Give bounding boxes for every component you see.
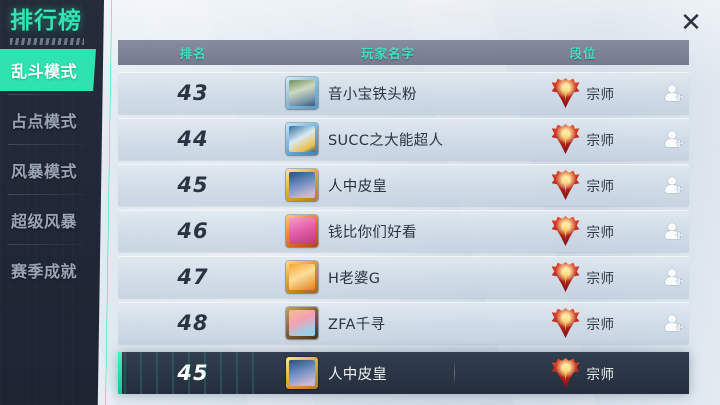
tier-label: 宗师	[586, 179, 615, 195]
self-rank-row[interactable]: 45 人中皮皇 宗师	[118, 352, 689, 394]
player-name: 钱比你们好看	[328, 224, 417, 241]
self-rank-number: 45	[177, 361, 209, 385]
action-cell	[658, 118, 689, 160]
player-name: 人中皮皇	[328, 178, 388, 195]
self-action-cell	[658, 352, 689, 394]
add-friend-icon[interactable]	[664, 84, 683, 102]
table-row[interactable]: 47 H老婆G 宗师	[118, 256, 689, 298]
rank-number: 43	[177, 81, 209, 105]
tier-label: 宗师	[586, 317, 615, 333]
rank-number: 44	[177, 127, 209, 151]
self-row-divider	[454, 361, 455, 385]
avatar	[286, 169, 318, 201]
sidebar-divider	[8, 144, 92, 145]
self-player-cell: 人中皮皇	[268, 352, 508, 394]
sidebar-divider	[8, 244, 92, 245]
sidebar-accent-edge	[105, 0, 112, 405]
action-cell	[658, 256, 689, 298]
tier-cell: 宗师	[508, 256, 658, 298]
grandmaster-badge-icon	[551, 216, 580, 246]
player-cell: ZFA千寻	[268, 302, 508, 344]
player-name: ZFA千寻	[328, 316, 386, 333]
action-cell	[658, 164, 689, 206]
action-cell	[658, 210, 689, 252]
tier-cell: 宗师	[508, 302, 658, 344]
player-cell: 音小宝铁头粉	[268, 72, 508, 114]
grandmaster-badge-icon	[551, 78, 580, 108]
tier-label: 宗师	[586, 133, 615, 149]
grandmaster-badge-icon	[551, 262, 580, 292]
tier-cell: 宗师	[508, 118, 658, 160]
grandmaster-badge-icon	[551, 358, 580, 388]
sidebar-item-label: 风暴模式	[11, 162, 78, 181]
add-friend-icon[interactable]	[664, 176, 683, 194]
sidebar-divider	[8, 94, 92, 95]
sidebar-item-storm[interactable]: 风暴模式	[0, 149, 104, 191]
sidebar: 排行榜 乱斗模式 占点模式 风暴模式 超级风暴 赛季成就	[0, 0, 104, 405]
add-friend-icon[interactable]	[664, 314, 683, 332]
tier-cell: 宗师	[508, 210, 658, 252]
player-cell: H老婆G	[268, 256, 508, 298]
self-tier-label: 宗师	[586, 367, 615, 383]
sidebar-item-season-achievement[interactable]: 赛季成就	[0, 249, 104, 291]
tier-label: 宗师	[586, 87, 615, 103]
page-title: 排行榜	[10, 8, 82, 34]
tier-cell: 宗师	[508, 72, 658, 114]
self-player-name: 人中皮皇	[328, 366, 388, 383]
sidebar-item-label: 超级风暴	[11, 212, 78, 231]
avatar	[286, 123, 318, 155]
rank-number: 46	[177, 219, 209, 243]
sidebar-item-label: 赛季成就	[11, 262, 78, 281]
player-name: H老婆G	[328, 270, 381, 287]
player-cell: 人中皮皇	[268, 164, 508, 206]
sidebar-header: 排行榜	[0, 0, 104, 45]
player-name: SUCC之大能超人	[328, 132, 444, 149]
player-name: 音小宝铁头粉	[328, 86, 417, 103]
sidebar-item-label: 乱斗模式	[11, 62, 78, 81]
sidebar-item-brawl[interactable]: 乱斗模式	[0, 49, 96, 91]
column-header-name: 玩家名字	[360, 46, 415, 61]
add-friend-icon[interactable]	[664, 268, 683, 286]
avatar	[286, 307, 318, 339]
action-cell	[658, 72, 689, 114]
table-row[interactable]: 45 人中皮皇 宗师	[118, 164, 689, 206]
table-header: 排名 玩家名字 段位	[118, 40, 689, 65]
sidebar-divider	[8, 194, 92, 195]
leaderboard-table: 排名 玩家名字 段位 43 音小宝铁头粉 宗师 44 SUCC之大能超人 宗师 45 人中皮皇…	[118, 0, 696, 405]
sidebar-item-control[interactable]: 占点模式	[0, 99, 104, 141]
rank-number: 45	[177, 173, 209, 197]
player-cell: 钱比你们好看	[268, 210, 508, 252]
tier-label: 宗师	[586, 225, 615, 241]
sidebar-item-super-storm[interactable]: 超级风暴	[0, 199, 104, 241]
grandmaster-badge-icon	[551, 124, 580, 154]
avatar	[286, 215, 318, 247]
table-row[interactable]: 48 ZFA千寻 宗师	[118, 302, 689, 344]
self-tier-cell: 宗师	[508, 352, 658, 394]
grandmaster-badge-icon	[551, 170, 580, 200]
rank-number: 48	[177, 311, 209, 335]
column-header-tier: 段位	[569, 46, 597, 61]
avatar	[286, 77, 318, 109]
tier-label: 宗师	[586, 271, 615, 287]
sidebar-item-label: 占点模式	[11, 112, 78, 131]
leaderboard-rows: 43 音小宝铁头粉 宗师 44 SUCC之大能超人 宗师 45 人中皮皇 宗师 46 钱比你们好看宗…	[118, 72, 689, 348]
add-friend-icon[interactable]	[664, 222, 683, 240]
rank-number: 47	[177, 265, 209, 289]
tier-cell: 宗师	[508, 164, 658, 206]
title-decoration	[10, 38, 84, 45]
action-cell	[658, 302, 689, 344]
avatar	[286, 261, 318, 293]
table-row[interactable]: 43 音小宝铁头粉 宗师	[118, 72, 689, 114]
grandmaster-badge-icon	[551, 308, 580, 338]
player-cell: SUCC之大能超人	[268, 118, 508, 160]
add-friend-icon[interactable]	[664, 130, 683, 148]
table-row[interactable]: 46 钱比你们好看 宗师	[118, 210, 689, 252]
avatar	[286, 357, 318, 389]
column-header-rank: 排名	[179, 46, 207, 61]
table-row[interactable]: 44 SUCC之大能超人 宗师	[118, 118, 689, 160]
close-icon[interactable]: ✕	[680, 8, 702, 38]
